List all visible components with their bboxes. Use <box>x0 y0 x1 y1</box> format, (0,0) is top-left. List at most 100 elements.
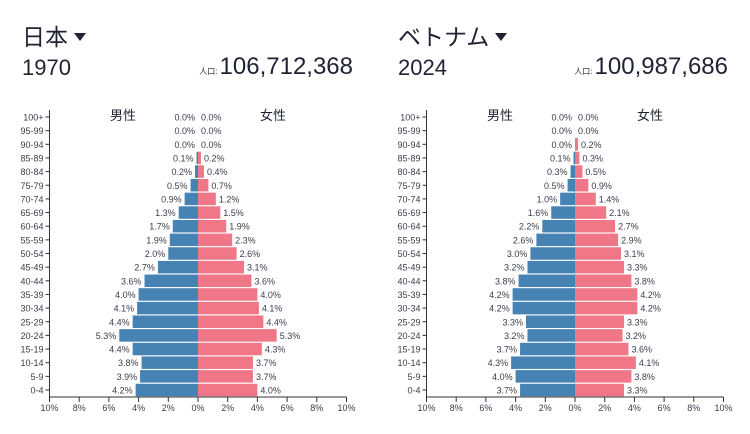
x-tick-label: 2% <box>598 403 611 413</box>
bar-female <box>575 219 616 233</box>
legend-male: 男性 <box>487 108 513 123</box>
data-label-female: 5.3% <box>280 331 301 341</box>
year-label: 2024 <box>398 55 447 80</box>
data-label-male: 4.4% <box>109 345 130 355</box>
bar-male <box>527 329 575 342</box>
data-label-male: 3.0% <box>507 249 528 259</box>
data-label-male: 3.2% <box>504 263 525 273</box>
bar-female <box>575 342 629 356</box>
bar-male <box>144 274 198 288</box>
y-tick-label: 60-64 <box>397 222 420 232</box>
data-label-male: 0.0% <box>551 113 572 123</box>
population-value: 100,987,686 <box>594 53 728 80</box>
country-selector[interactable]: ベトナム <box>398 18 508 52</box>
bar-male <box>195 165 198 178</box>
data-label-female: 0.0% <box>201 140 222 150</box>
caret-down-icon <box>74 33 86 41</box>
data-label-male: 3.7% <box>497 345 518 355</box>
country-selector[interactable]: 日本 <box>22 18 86 52</box>
data-label-female: 0.0% <box>578 113 599 123</box>
data-label-female: 4.0% <box>260 386 281 396</box>
bar-male <box>137 301 198 315</box>
x-tick-label: 10% <box>417 403 435 413</box>
y-tick-label: 100+ <box>23 113 43 123</box>
y-tick-label: 65-69 <box>397 208 420 218</box>
data-label-female: 3.7% <box>256 358 277 368</box>
y-tick-label: 0-4 <box>407 386 420 396</box>
bar-male <box>551 206 575 219</box>
bar-male <box>135 383 198 397</box>
data-label-female: 1.9% <box>229 222 250 232</box>
data-label-female: 2.9% <box>621 235 642 245</box>
y-tick-label: 95-99 <box>397 126 420 136</box>
data-label-female: 4.1% <box>639 358 660 368</box>
x-tick-label: 0% <box>191 403 204 413</box>
y-tick-label: 75-79 <box>397 181 420 191</box>
data-label-male: 4.1% <box>114 304 135 314</box>
data-label-male: 4.0% <box>115 290 136 300</box>
y-tick-label: 90-94 <box>20 140 43 150</box>
data-label-female: 3.3% <box>627 317 648 327</box>
pyramid-panel-right: ベトナム 2024 人口:100,987,686 <box>375 0 750 434</box>
y-tick-label: 60-64 <box>20 222 43 232</box>
data-label-female: 2.7% <box>618 222 639 232</box>
bar-female <box>198 206 221 219</box>
bar-female <box>575 138 578 151</box>
y-tick-label: 75-79 <box>20 181 43 191</box>
y-tick-label: 95-99 <box>20 126 43 136</box>
data-label-female: 4.4% <box>266 317 287 327</box>
bar-male <box>525 315 575 328</box>
legend-male: 男性 <box>110 108 136 123</box>
y-tick-label: 5-9 <box>30 372 43 382</box>
bar-female <box>198 219 227 233</box>
data-label-female: 4.0% <box>260 290 281 300</box>
y-tick-label: 55-59 <box>20 235 43 245</box>
data-label-female: 3.8% <box>634 372 655 382</box>
population-value: 106,712,368 <box>219 53 353 80</box>
bar-female <box>575 288 638 301</box>
bar-female <box>198 315 264 328</box>
y-tick-label: 50-54 <box>20 249 43 259</box>
data-label-male: 0.1% <box>550 153 571 163</box>
data-label-male: 0.0% <box>551 126 572 136</box>
bar-female <box>575 206 607 219</box>
bar-male <box>184 192 198 206</box>
y-tick-label: 15-19 <box>20 345 43 355</box>
data-label-male: 0.1% <box>173 153 194 163</box>
bar-female <box>198 260 245 274</box>
bar-male <box>573 151 575 165</box>
bar-female <box>575 370 632 383</box>
bar-female <box>575 329 623 342</box>
bar-female <box>198 356 253 369</box>
data-label-male: 5.3% <box>96 331 117 341</box>
data-label-female: 3.2% <box>626 331 647 341</box>
data-label-male: 3.9% <box>117 372 138 382</box>
data-label-male: 3.3% <box>502 317 523 327</box>
data-label-male: 0.5% <box>167 181 188 191</box>
data-label-female: 4.2% <box>640 290 661 300</box>
data-label-male: 0.0% <box>174 140 195 150</box>
data-label-female: 0.0% <box>201 113 222 123</box>
y-tick-label: 70-74 <box>397 194 420 204</box>
data-label-male: 2.2% <box>519 222 540 232</box>
bar-male <box>172 219 198 233</box>
bar-male <box>190 179 198 192</box>
y-tick-label: 30-34 <box>20 304 43 314</box>
x-tick-label: 6% <box>658 403 671 413</box>
bar-male <box>518 274 575 288</box>
y-tick-label: 10-14 <box>20 358 43 368</box>
bar-male <box>530 247 575 260</box>
bar-male <box>178 206 198 219</box>
data-label-male: 3.6% <box>121 276 142 286</box>
legend-female: 女性 <box>637 108 663 123</box>
bar-female <box>198 383 258 397</box>
data-label-female: 4.3% <box>265 345 286 355</box>
y-tick-label: 10-14 <box>397 358 420 368</box>
data-label-female: 2.3% <box>235 235 256 245</box>
data-label-male: 0.0% <box>174 126 195 136</box>
y-tick-label: 20-24 <box>397 331 420 341</box>
bar-female <box>198 329 277 342</box>
bar-female <box>575 260 625 274</box>
data-label-female: 3.1% <box>624 249 645 259</box>
data-label-male: 4.4% <box>109 317 130 327</box>
